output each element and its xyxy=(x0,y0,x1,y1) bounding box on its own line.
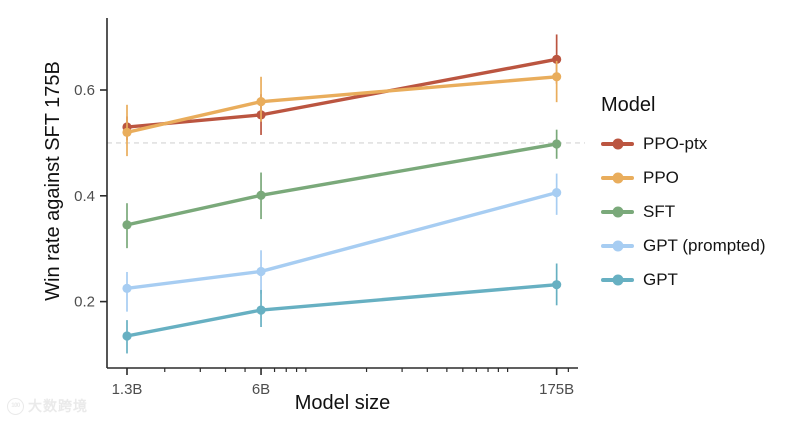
series-line xyxy=(125,190,559,291)
watermark-text: 大数跨境 xyxy=(28,398,88,414)
legend-item: PPO-ptx xyxy=(601,127,766,161)
x-axis-minor-ticks xyxy=(164,368,569,372)
legend-dot-icon xyxy=(612,172,623,184)
legend-items: PPO-ptx PPO SFT GPT (prompted) GPT xyxy=(601,127,766,297)
data-point xyxy=(552,188,562,198)
watermark: 100 大数跨境 xyxy=(7,396,88,416)
legend-line-icon xyxy=(601,274,634,286)
x-tick-label: 6B xyxy=(252,381,270,398)
y-tick-label: 0.6 xyxy=(74,82,95,99)
data-point xyxy=(122,331,132,341)
legend-dot-icon xyxy=(612,240,623,252)
legend-line-icon xyxy=(601,172,634,184)
legend-item: SFT xyxy=(601,195,766,229)
series-line xyxy=(125,282,559,338)
data-point xyxy=(256,266,266,277)
x-tick-label: 175B xyxy=(539,381,574,398)
data-point xyxy=(256,190,266,200)
watermark-logo-icon: 100 xyxy=(7,397,24,415)
y-axis-title: Win rate against SFT 175B xyxy=(42,61,64,301)
legend-item: GPT (prompted) xyxy=(601,229,766,263)
series-line xyxy=(125,75,559,135)
y-axis-ticks: 0.2 0.4 0.6 xyxy=(74,82,107,311)
y-tick-label: 0.2 xyxy=(74,294,95,311)
legend-line-icon xyxy=(601,138,634,150)
data-point xyxy=(552,280,562,290)
series-gpt xyxy=(122,263,562,354)
series-ppo xyxy=(122,60,562,157)
axes xyxy=(106,18,578,369)
x-axis-title: Model size xyxy=(294,392,391,414)
x-tick-label: 1.3B xyxy=(112,381,143,398)
data-point xyxy=(256,305,266,315)
y-tick-label: 0.4 xyxy=(74,188,95,205)
legend-dot-icon xyxy=(612,138,623,150)
data-point xyxy=(122,127,132,137)
data-point xyxy=(122,220,132,230)
legend-label: PPO xyxy=(643,168,679,187)
legend-label: GPT (prompted) xyxy=(643,236,766,255)
legend-label: GPT xyxy=(643,270,678,289)
data-point xyxy=(256,97,266,107)
series-sft xyxy=(122,129,562,249)
legend-item: GPT xyxy=(601,263,766,297)
legend-label: SFT xyxy=(643,202,676,221)
legend: Model PPO-ptx PPO SFT GPT (prompted) GPT xyxy=(601,94,766,297)
series-ppo-ptx xyxy=(122,34,562,141)
series-gpt-prompted- xyxy=(122,173,562,312)
legend-item: PPO xyxy=(601,161,766,195)
data-point xyxy=(552,54,562,64)
legend-line-icon xyxy=(601,240,634,252)
series-line xyxy=(125,142,559,227)
x-axis-ticks: 1.3B 6B 175B xyxy=(112,368,574,398)
data-point xyxy=(122,283,132,293)
legend-line-icon xyxy=(601,206,634,218)
data-point xyxy=(552,72,562,82)
legend-title: Model xyxy=(601,94,656,116)
legend-dot-icon xyxy=(612,206,623,218)
legend-dot-icon xyxy=(612,274,623,286)
data-point xyxy=(552,139,562,149)
legend-label: PPO-ptx xyxy=(643,134,708,153)
